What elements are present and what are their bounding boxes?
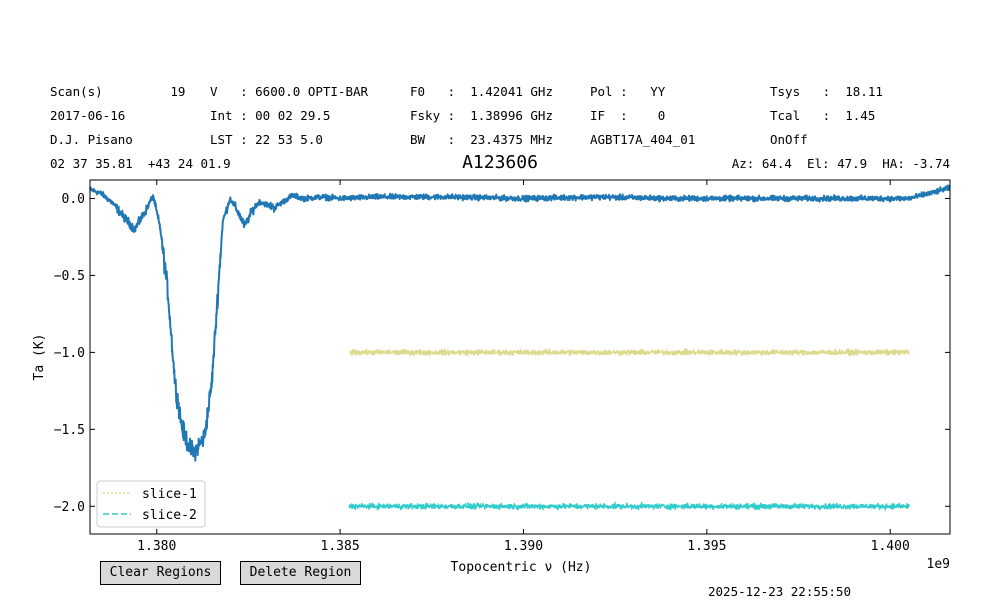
- header-observer: D.J. Pisano: [50, 132, 133, 147]
- header-fsky: Fsky : 1.38996 GHz: [410, 108, 553, 123]
- slice-1-line: [348, 348, 910, 357]
- x-tick-label: 1.385: [321, 539, 360, 554]
- x-offset-label: 1e9: [927, 557, 950, 572]
- delete-region-button[interactable]: Delete Region: [240, 561, 361, 585]
- header-velocity: V : 6600.0 OPTI-BAR: [210, 84, 369, 99]
- timestamp: 2025-12-23 22:55:50: [708, 584, 851, 599]
- legend-label: slice-2: [142, 508, 197, 523]
- plot-frame: [89, 179, 951, 535]
- chart-title: A123606: [462, 152, 538, 173]
- header-tcal: Tcal : 1.45: [770, 108, 876, 123]
- header-if: IF : 0: [590, 108, 666, 123]
- y-axis-label: Ta (K): [32, 334, 47, 381]
- x-axis-label: Topocentric ν (Hz): [451, 560, 592, 575]
- header-tsys: Tsys : 18.11: [770, 84, 883, 99]
- y-tick-label: −0.5: [54, 269, 85, 284]
- header-date: 2017-06-16: [50, 108, 126, 123]
- y-tick-label: −1.0: [54, 346, 85, 361]
- y-tick-label: 0.0: [62, 192, 85, 207]
- x-tick-label: 1.390: [504, 539, 543, 554]
- legend-label: slice-1: [142, 487, 197, 502]
- header-procedure: OnOff: [770, 132, 808, 147]
- header-lst: LST : 22 53 5.0: [210, 132, 323, 147]
- x-tick-label: 1.400: [871, 539, 910, 554]
- header-project: AGBT17A_404_01: [590, 132, 696, 147]
- header-bw: BW : 23.4375 MHz: [410, 132, 553, 147]
- clear-regions-button[interactable]: Clear Regions: [100, 561, 221, 585]
- slice-2-line: [348, 501, 911, 511]
- header-az-el-ha: Az: 64.4 El: 47.9 HA: -3.74: [731, 156, 950, 171]
- header-pol: Pol : YY: [590, 84, 666, 99]
- y-tick-label: −1.5: [54, 423, 85, 438]
- y-tick-label: −2.0: [54, 500, 85, 515]
- x-tick-label: 1.395: [687, 539, 726, 554]
- header-integration: Int : 00 02 29.5: [210, 108, 331, 123]
- x-tick-label: 1.380: [137, 539, 176, 554]
- header-f0: F0 : 1.42041 GHz: [410, 84, 553, 99]
- header-scan: Scan(s) 19: [50, 84, 186, 99]
- header-coordinates: 02 37 35.81 +43 24 01.9: [50, 156, 231, 171]
- spectrum-line: [89, 184, 951, 462]
